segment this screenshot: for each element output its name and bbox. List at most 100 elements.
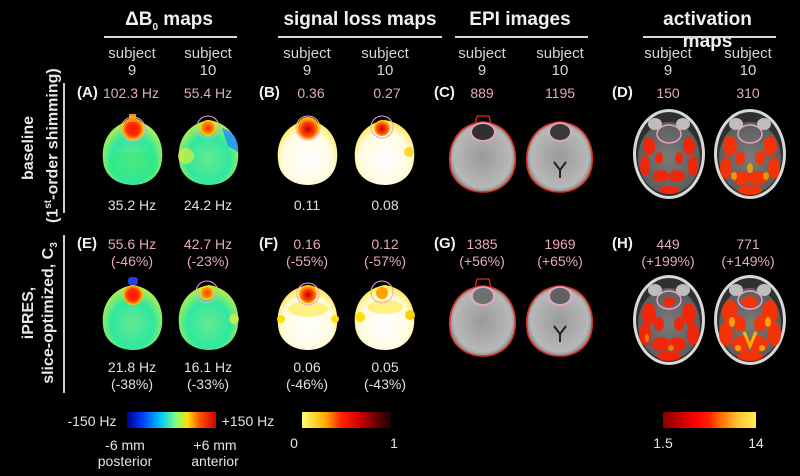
value: 0.05 — [371, 359, 399, 375]
epi-roi-signal: 889 — [470, 85, 494, 101]
b0-colorbar-min-label: -150 Hz — [67, 413, 117, 429]
subject-10-header: subject 10 — [163, 45, 253, 79]
signal-loss-max: 0.16 (-55%) — [262, 236, 352, 270]
label-text: (1 — [44, 208, 62, 223]
subject-number: 9 — [477, 62, 487, 79]
activation-voxel-count: 771 (+149%) — [703, 236, 793, 270]
subject-number: 10 — [199, 62, 217, 79]
activation-map-subject9-ipres — [633, 275, 705, 365]
b0-title-text: ΔB — [125, 9, 153, 30]
b0-mean-value: 35.2 Hz — [107, 197, 157, 213]
b0-group-rule — [104, 36, 237, 38]
subject-number: 9 — [302, 62, 312, 79]
signal-loss-colorbar-min: 0 — [290, 435, 298, 451]
label: posterior — [97, 453, 153, 469]
subject-number: 10 — [739, 62, 757, 79]
b0-map-subject9-ipres — [102, 277, 163, 350]
activation-group-rule — [643, 36, 776, 38]
panel-label-f: (F) — [259, 235, 279, 252]
b0-colorbar-sub-left: -6 mm posterior — [90, 437, 160, 469]
epi-image-subject10-baseline — [525, 121, 594, 193]
label-sub: 3 — [49, 242, 61, 248]
value: 55.6 Hz — [107, 236, 157, 252]
epi-image-subject9-baseline — [448, 115, 517, 193]
subject-label: subject — [644, 45, 692, 62]
activation-voxel-count: 310 — [736, 85, 760, 101]
panel-label-e: (E) — [77, 235, 97, 252]
label: anterior — [191, 453, 239, 469]
subject-label: subject — [283, 45, 331, 62]
epi-roi-signal: 1195 — [544, 85, 576, 101]
percent-change: (-38%) — [110, 376, 153, 392]
row-label-line1: iPRES, — [20, 286, 37, 340]
subject-label: subject — [458, 45, 506, 62]
epi-roi-signal: 1969 (+65%) — [515, 236, 605, 270]
signal-loss-max: 0.27 — [373, 85, 401, 101]
signal-loss-map-subject9-baseline — [277, 115, 338, 185]
signal-loss-colorbar — [302, 412, 391, 428]
value: 449 — [656, 236, 680, 252]
activation-map-subject10-ipres — [714, 275, 786, 365]
label-text: slice-optimized, C — [40, 247, 57, 384]
b0-title-sub: 0 — [152, 21, 159, 33]
value: 771 — [736, 236, 760, 252]
ipres-row-rule — [63, 235, 65, 393]
row-label-ipres: iPRES, slice-optimized, C3 — [19, 238, 60, 388]
b0-mean-value: 24.2 Hz — [183, 197, 233, 213]
value: 0.12 — [371, 236, 399, 252]
value: 0.16 — [293, 236, 321, 252]
label-sup: st — [43, 199, 54, 209]
b0-colorbar-sub-right: +6 mm anterior — [180, 437, 250, 469]
activation-map-subject10-baseline — [714, 109, 786, 199]
signal-loss-mean: 0.11 — [293, 197, 321, 213]
epi-roi-signal: 1385 (+56%) — [437, 236, 527, 270]
subject-9-header: subject 9 — [87, 45, 177, 79]
b0-map-subject10-baseline — [178, 115, 239, 185]
row-label-line2: slice-optimized, C3 — [39, 238, 65, 388]
signal-loss-map-subject9-ipres — [277, 282, 339, 350]
row-label-line1: baseline — [20, 115, 37, 181]
signal-loss-max: 0.12 (-57%) — [340, 236, 430, 270]
panel-label-h: (H) — [612, 235, 633, 252]
b0-max-value: 42.7 Hz (-23%) — [163, 236, 253, 270]
signal-loss-mean: 0.05 (-43%) — [340, 359, 430, 393]
panel-label-b: (B) — [259, 84, 280, 101]
percent-change: (+56%) — [459, 253, 505, 269]
subject-9-header: subject 9 — [262, 45, 352, 79]
subject-label: subject — [361, 45, 409, 62]
subject-label: subject — [724, 45, 772, 62]
activation-voxel-count: 449 (+199%) — [623, 236, 713, 270]
b0-colorbar-max-label: +150 Hz — [221, 413, 275, 429]
value: 42.7 Hz — [183, 236, 233, 252]
b0-map-subject10-ipres — [178, 280, 239, 350]
column-title-epi: EPI images — [469, 9, 571, 30]
signal-loss-mean: 0.06 (-46%) — [262, 359, 352, 393]
subject-number: 9 — [127, 62, 137, 79]
signal-loss-mean: 0.08 — [371, 197, 399, 213]
b0-max-value: 102.3 Hz — [102, 85, 160, 101]
percent-change: (-23%) — [186, 253, 229, 269]
value: 0.06 — [293, 359, 321, 375]
percent-change: (-43%) — [363, 376, 406, 392]
percent-change: (-46%) — [110, 253, 153, 269]
b0-map-subject9-baseline — [102, 114, 163, 185]
percent-change: (-33%) — [186, 376, 229, 392]
activation-colorbar-max: 14 — [748, 435, 764, 451]
label: +6 mm — [193, 437, 237, 453]
percent-change: (+65%) — [537, 253, 583, 269]
epi-image-subject10-ipres — [525, 285, 594, 357]
b0-max-value: 55.4 Hz — [183, 85, 233, 101]
column-title-signal-loss: signal loss maps — [283, 9, 437, 30]
baseline-row-rule — [63, 83, 65, 213]
b0-mean-value: 21.8 Hz (-38%) — [87, 359, 177, 393]
row-label-baseline: baseline (1st-order shimming) — [19, 68, 62, 223]
b0-mean-value: 16.1 Hz (-33%) — [163, 359, 253, 393]
subject-label: subject — [108, 45, 156, 62]
value: 1385 — [466, 236, 498, 252]
subject-9-header: subject 9 — [437, 45, 527, 79]
percent-change: (-46%) — [285, 376, 328, 392]
percent-change: (+199%) — [641, 253, 695, 269]
value: 16.1 Hz — [183, 359, 233, 375]
label: -6 mm — [105, 437, 145, 453]
subject-9-header: subject 9 — [623, 45, 713, 79]
